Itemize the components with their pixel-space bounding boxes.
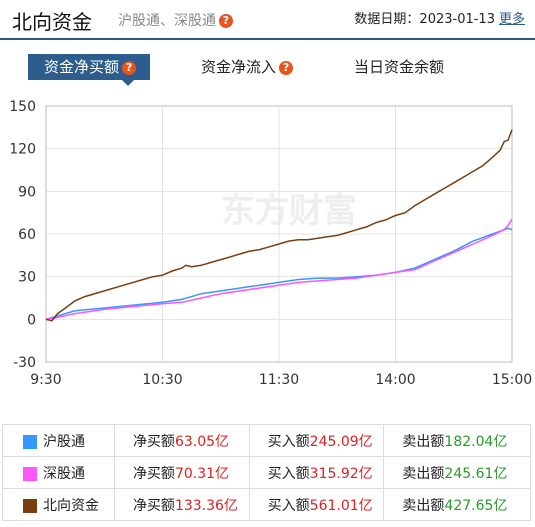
net-value: 133.36亿	[174, 497, 238, 514]
legend-cell: 净买额63.05亿	[113, 424, 250, 457]
y-tick-label: 120	[9, 142, 36, 158]
tab-bar: 资金净买额? 资金净流入? 当日资金余额	[28, 54, 498, 86]
buy-label: 买入额	[267, 433, 310, 450]
net-label: 净买额	[132, 465, 175, 482]
net-value: 63.05亿	[174, 433, 230, 450]
legend-name: 北向资金	[43, 497, 99, 514]
legend-cell: 卖出额427.65亿	[383, 488, 531, 521]
y-tick-label: 0	[27, 312, 36, 328]
legend-cell: 买入额561.01亿	[248, 488, 385, 521]
y-tick-label: 60	[18, 227, 36, 243]
y-tick-label: 90	[18, 184, 36, 200]
legend-cell: 净买额133.36亿	[113, 488, 250, 521]
sell-value: 427.65亿	[444, 497, 508, 514]
x-tick-label: 15:00	[492, 372, 532, 388]
legend-table: 沪股通 净买额63.05亿 买入额245.09亿 卖出额182.04亿 深股通 净买额70…	[2, 424, 531, 521]
tab-net-buy-label: 资金净买额	[44, 58, 120, 76]
legend-swatch	[23, 466, 37, 481]
legend-cell: 卖出额245.61亿	[383, 456, 531, 489]
legend-row: 北向资金 净买额133.36亿 买入额561.01亿 卖出额427.65亿	[2, 488, 531, 521]
help-icon[interactable]: ?	[122, 60, 137, 75]
date-value: 2023-01-13	[419, 12, 495, 27]
buy-label: 买入额	[267, 465, 310, 482]
buy-value: 561.01亿	[309, 497, 373, 514]
y-tick-label: 150	[9, 99, 36, 115]
x-tick-label: 14:00	[375, 372, 415, 388]
legend-swatch	[23, 434, 37, 449]
series-line-0	[45, 227, 513, 321]
legend-cell: 买入额245.09亿	[248, 424, 385, 457]
more-link[interactable]: 更多	[498, 12, 525, 27]
tab-daily-balance[interactable]: 当日资金余额	[354, 54, 444, 80]
active-tab-arrow	[122, 80, 134, 86]
net-label: 净买额	[132, 433, 175, 450]
x-tick-label: 9:30	[30, 372, 61, 388]
legend-cell: 深股通	[2, 456, 115, 489]
sell-label: 卖出额	[402, 465, 445, 482]
legend-swatch	[23, 498, 37, 513]
help-icon[interactable]: ?	[279, 60, 294, 75]
sell-value: 182.04亿	[444, 433, 508, 450]
tab-net-inflow[interactable]: 资金净流入?	[201, 54, 294, 80]
buy-label: 买入额	[267, 497, 310, 514]
buy-value: 315.92亿	[309, 465, 373, 482]
subtitle-text: 沪股通、深股通	[118, 13, 216, 29]
legend-cell: 北向资金	[2, 488, 115, 521]
legend-cell: 卖出额182.04亿	[383, 424, 531, 457]
sell-value: 245.61亿	[444, 465, 508, 482]
panel-header: 北向资金 沪股通、深股通? 数据日期：2023-01-13 更多	[0, 0, 535, 40]
series-line-1	[45, 218, 513, 321]
y-tick-label: 30	[18, 270, 36, 286]
x-tick-label: 10:30	[142, 372, 182, 388]
date-label: 数据日期：	[354, 12, 420, 27]
net-label: 净买额	[132, 497, 175, 514]
buy-value: 245.09亿	[309, 433, 373, 450]
legend-row: 沪股通 净买额63.05亿 买入额245.09亿 卖出额182.04亿	[2, 424, 531, 457]
plot-border	[45, 105, 513, 363]
legend-name: 深股通	[43, 465, 85, 482]
line-chart: 东方财富 150 120 90 60 30 0 -309:30 10:30 11:30 14:00 1…	[9, 99, 532, 388]
legend-cell: 买入额315.92亿	[248, 456, 385, 489]
legend-name: 沪股通	[43, 433, 85, 450]
tab-daily-balance-label: 当日资金余额	[354, 58, 445, 76]
panel-title: 北向资金	[12, 10, 92, 34]
data-date: 数据日期：2023-01-13 更多	[354, 8, 525, 27]
x-tick-label: 11:30	[259, 372, 299, 388]
legend-row: 深股通 净买额70.31亿 买入额315.92亿 卖出额245.61亿	[2, 456, 531, 489]
panel-subtitle: 沪股通、深股通?	[118, 10, 233, 30]
tab-net-buy[interactable]: 资金净买额?	[28, 54, 151, 80]
net-value: 70.31亿	[174, 465, 230, 482]
sell-label: 卖出额	[402, 433, 445, 450]
help-icon[interactable]: ?	[219, 14, 233, 28]
tab-net-inflow-label: 资金净流入	[201, 58, 277, 76]
legend-cell: 净买额70.31亿	[113, 456, 250, 489]
watermark: 东方财富	[221, 191, 357, 231]
legend-cell: 沪股通	[2, 424, 115, 457]
series-line-2	[45, 129, 513, 322]
y-tick-label: -30	[13, 355, 36, 371]
sell-label: 卖出额	[402, 497, 445, 514]
